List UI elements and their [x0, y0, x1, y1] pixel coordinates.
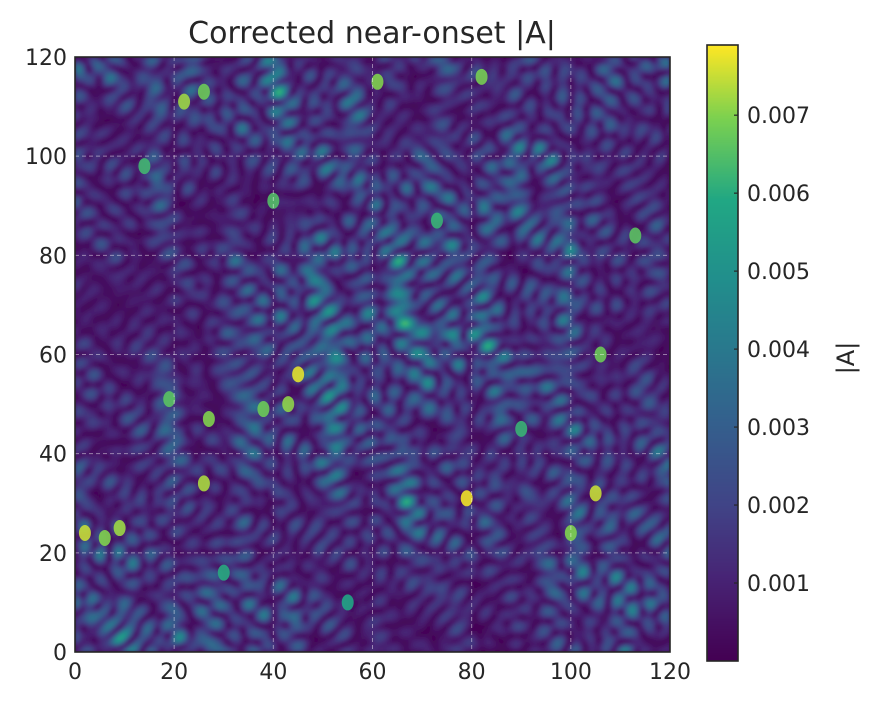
colorbar-tick-label: 0.001 — [747, 572, 810, 597]
colorbar-tick-label: 0.003 — [747, 416, 810, 441]
x-tick-label: 80 — [458, 660, 486, 685]
x-tick-label: 120 — [649, 660, 691, 685]
bright-spot — [217, 564, 230, 581]
x-axis: 0 20 40 60 80 100 120 — [68, 660, 691, 685]
colorbar-label: |A| — [832, 342, 860, 375]
bright-spot — [113, 520, 126, 537]
y-tick-label: 100 — [25, 145, 67, 170]
x-tick-label: 20 — [160, 660, 188, 685]
bright-spots — [78, 68, 642, 611]
bright-spot — [257, 401, 270, 418]
chart-title: Corrected near-onset |A| — [188, 16, 556, 51]
colorbar-tick-label: 0.002 — [747, 494, 810, 519]
bright-spot — [202, 410, 215, 427]
colorbar-tick-label: 0.004 — [747, 338, 810, 363]
y-tick-label: 120 — [25, 46, 67, 71]
y-tick-label: 80 — [39, 244, 67, 269]
y-axis: 0 20 40 60 80 100 120 — [25, 46, 67, 666]
bright-spot — [594, 346, 607, 363]
colorbar-tick-label: 0.005 — [747, 260, 810, 285]
bright-spot — [515, 420, 528, 437]
bright-spot — [138, 158, 151, 175]
bright-spot — [341, 594, 354, 611]
bright-spot — [163, 391, 176, 408]
bright-spot — [460, 490, 473, 507]
x-tick-label: 100 — [550, 660, 592, 685]
bright-spot — [197, 475, 210, 492]
bright-spot — [629, 227, 642, 244]
bright-spot — [197, 83, 210, 100]
y-tick-label: 20 — [39, 542, 67, 567]
plot-area — [74, 56, 671, 653]
plot-frame — [74, 56, 671, 653]
colorbar-ticks: 0.001 0.002 0.003 0.004 0.005 0.006 0.007 — [734, 104, 810, 597]
colorbar-gradient — [707, 45, 738, 661]
bright-spot — [178, 93, 191, 110]
bright-spot — [98, 529, 111, 546]
y-tick-label: 40 — [39, 443, 67, 468]
x-tick-label: 60 — [359, 660, 387, 685]
x-tick-label: 40 — [259, 660, 287, 685]
bright-spot — [267, 192, 280, 209]
field-heatmap-image — [75, 57, 670, 652]
bright-spot — [430, 212, 443, 229]
bright-spot — [371, 73, 384, 90]
bright-spot — [292, 366, 305, 383]
bright-spot — [589, 485, 602, 502]
y-tick-label: 60 — [39, 344, 67, 369]
bright-spot — [564, 525, 577, 541]
grid-lines — [75, 57, 670, 652]
bright-spot — [78, 525, 91, 541]
y-tick-label: 0 — [53, 641, 67, 666]
colorbar-frame — [706, 44, 739, 662]
colorbar-tick-label: 0.006 — [747, 182, 810, 207]
x-tick-label: 0 — [68, 660, 82, 685]
bright-spot — [475, 68, 488, 85]
colorbar-tick-label: 0.007 — [747, 104, 810, 129]
colorbar: 0.001 0.002 0.003 0.004 0.005 0.006 0.007 |A| — [706, 44, 860, 662]
bright-spot — [282, 396, 295, 413]
